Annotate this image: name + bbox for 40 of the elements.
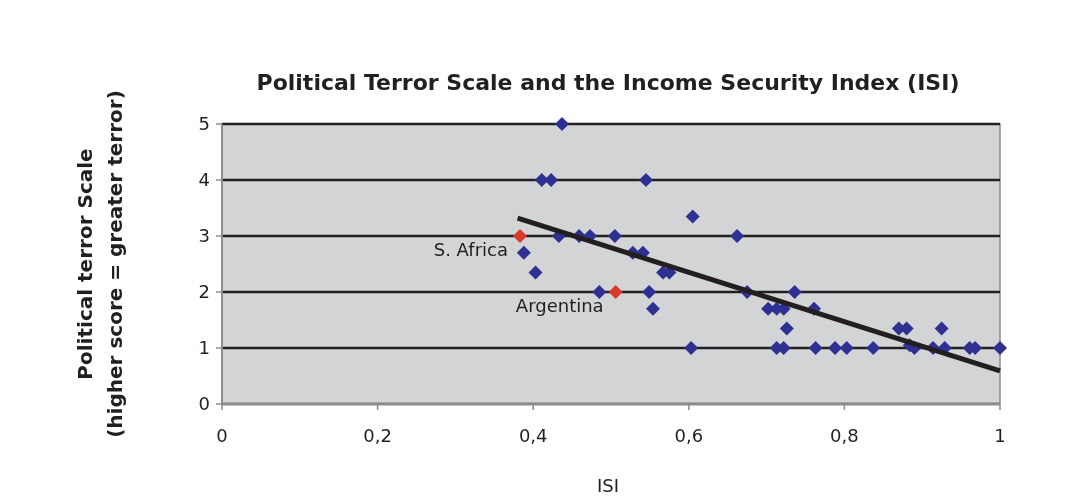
point bbox=[607, 229, 622, 243]
annotation: Argentina bbox=[515, 295, 604, 316]
y-tick-label: 1 bbox=[198, 337, 210, 359]
point bbox=[528, 265, 543, 280]
y-tick-label: 5 bbox=[198, 113, 210, 135]
point bbox=[608, 285, 623, 299]
point bbox=[684, 341, 699, 355]
point bbox=[779, 321, 794, 336]
point bbox=[828, 341, 843, 355]
point bbox=[685, 209, 700, 224]
point bbox=[642, 285, 657, 299]
point bbox=[512, 229, 527, 243]
x-axis-title: ISI bbox=[596, 475, 620, 496]
point bbox=[934, 321, 949, 336]
x-tick-label: 0,6 bbox=[674, 425, 704, 446]
point bbox=[808, 341, 823, 355]
y-axis-title: Political terror Scale (higher score = greater terror) bbox=[73, 90, 127, 438]
point bbox=[554, 117, 569, 131]
point bbox=[787, 285, 802, 299]
x-tick-label: 0,2 bbox=[363, 425, 392, 446]
point bbox=[866, 341, 881, 355]
point bbox=[516, 245, 531, 260]
x-tick-label: 1 bbox=[994, 425, 1006, 446]
y-tick-label: 2 bbox=[198, 281, 210, 303]
y-tick-label: 3 bbox=[198, 225, 210, 247]
annotation: S. Africa bbox=[433, 239, 508, 260]
point bbox=[993, 341, 1007, 355]
x-tick-label: 0,8 bbox=[830, 425, 859, 446]
x-tick-label: 0,4 bbox=[518, 425, 548, 446]
point bbox=[534, 173, 549, 187]
point bbox=[839, 341, 854, 355]
point bbox=[592, 285, 607, 299]
point bbox=[544, 173, 559, 187]
y-tick-label: 4 bbox=[198, 169, 210, 191]
point bbox=[646, 301, 661, 316]
chart-title: Political Terror Scale and the Income Security Index (ISI) bbox=[256, 70, 960, 95]
point bbox=[639, 173, 654, 187]
point bbox=[730, 229, 745, 243]
y-tick-label: 0 bbox=[198, 393, 210, 415]
x-tick-label: 0 bbox=[216, 425, 228, 446]
